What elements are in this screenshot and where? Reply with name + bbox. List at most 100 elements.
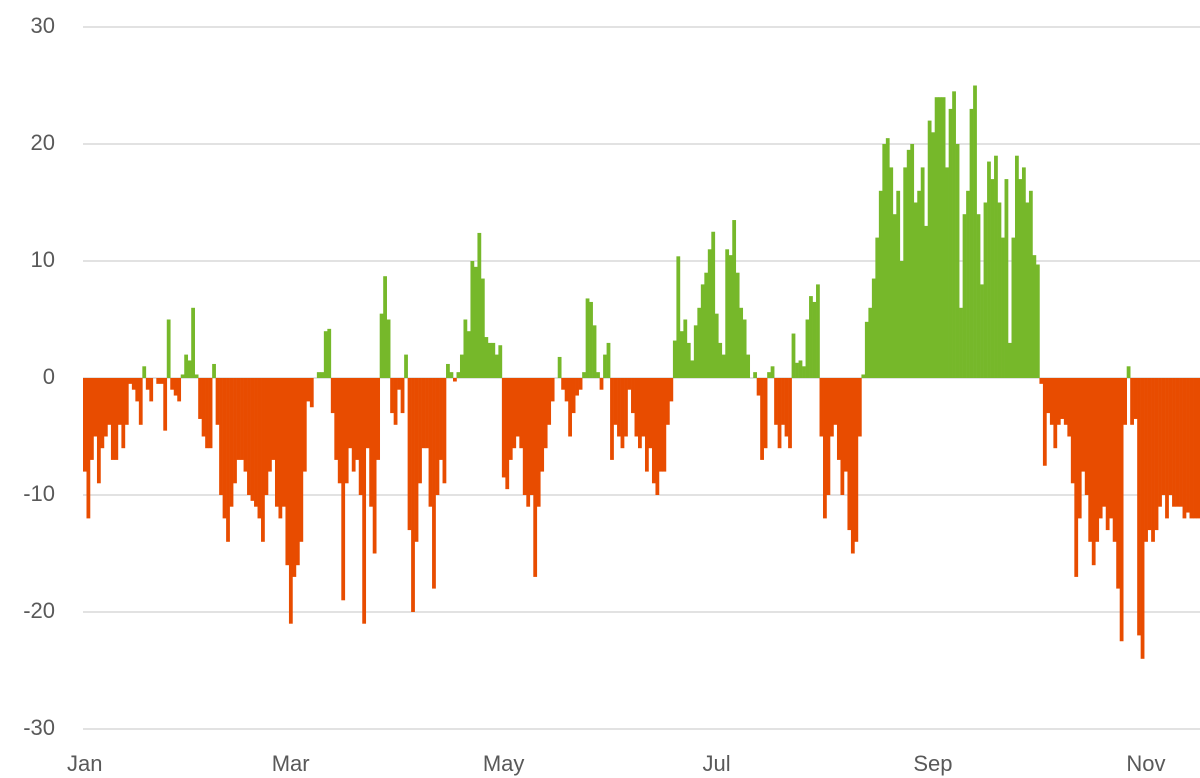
bar [494, 354, 499, 378]
bar [344, 378, 349, 484]
bar [316, 372, 321, 378]
x-tick-label: Mar [272, 751, 310, 776]
bar [791, 333, 796, 378]
bar [1060, 378, 1065, 419]
bar [850, 378, 855, 554]
bar [575, 378, 579, 396]
bar [501, 378, 506, 478]
bar [1084, 378, 1089, 495]
bar [1112, 378, 1117, 542]
bar [281, 378, 286, 507]
bar [89, 378, 94, 460]
bar [899, 261, 904, 378]
bar [651, 378, 656, 484]
bar [819, 378, 824, 437]
bar [330, 378, 335, 414]
bar [686, 342, 691, 378]
bar [725, 249, 730, 378]
bar [973, 85, 977, 378]
bar [871, 278, 876, 378]
bar [606, 342, 611, 378]
bar [177, 378, 182, 402]
bar [519, 378, 524, 449]
y-tick-label: 0 [43, 364, 55, 389]
bar [1126, 366, 1131, 378]
bar [658, 378, 663, 472]
bar [910, 144, 915, 378]
bar [582, 372, 586, 378]
bar [491, 342, 496, 378]
bar [1193, 378, 1197, 519]
bar [306, 378, 311, 402]
bar [1063, 378, 1068, 425]
bar [941, 97, 946, 378]
bar [857, 378, 862, 437]
bar [924, 225, 929, 378]
bar [1168, 378, 1173, 495]
bar [418, 378, 422, 484]
bar [233, 378, 237, 484]
bar [107, 378, 112, 425]
bar [962, 214, 967, 378]
bar [480, 278, 485, 378]
bar [707, 249, 712, 378]
bar [1102, 378, 1107, 507]
bar [229, 378, 234, 507]
bar [226, 378, 230, 542]
bar [135, 378, 140, 402]
bar [603, 354, 607, 378]
bar [1182, 378, 1187, 519]
bar [763, 378, 768, 449]
bar [425, 378, 429, 449]
bar [868, 307, 873, 378]
bar [620, 378, 625, 449]
bar [442, 378, 447, 484]
bar [390, 378, 394, 414]
bar [700, 284, 705, 378]
bar [903, 167, 908, 378]
y-tick-label: -10 [23, 481, 55, 506]
bar [386, 319, 391, 378]
bar [194, 374, 199, 378]
bar [875, 237, 880, 378]
bar [456, 372, 461, 378]
bar [669, 378, 674, 402]
bar [526, 378, 531, 507]
bar [892, 214, 897, 378]
bar [1196, 378, 1200, 519]
bar [1077, 378, 1082, 519]
bar [938, 97, 942, 378]
bar [781, 378, 785, 425]
bar [470, 261, 475, 378]
bar [802, 366, 806, 378]
bar [205, 378, 209, 449]
bar [432, 378, 436, 589]
bar [1175, 378, 1180, 507]
bar [634, 378, 639, 437]
bar [735, 272, 740, 378]
bar [833, 378, 838, 425]
bar [292, 378, 297, 577]
bar [323, 331, 328, 378]
bar [1189, 378, 1194, 519]
bar [149, 378, 154, 402]
y-tick-label: -30 [23, 715, 55, 740]
bar [299, 378, 304, 542]
bar [484, 337, 489, 378]
bar [487, 342, 492, 378]
bar [823, 378, 827, 519]
bar [1133, 378, 1138, 419]
bar [1154, 378, 1159, 531]
bar [254, 378, 258, 507]
bar [96, 378, 101, 484]
bar [1147, 378, 1152, 531]
bar [927, 120, 932, 378]
bar [327, 328, 332, 378]
bar [847, 378, 852, 531]
bar [124, 378, 129, 425]
bar [83, 378, 87, 472]
bar [1140, 378, 1145, 659]
bar [379, 313, 384, 378]
bar [948, 108, 953, 379]
bar [473, 266, 478, 378]
